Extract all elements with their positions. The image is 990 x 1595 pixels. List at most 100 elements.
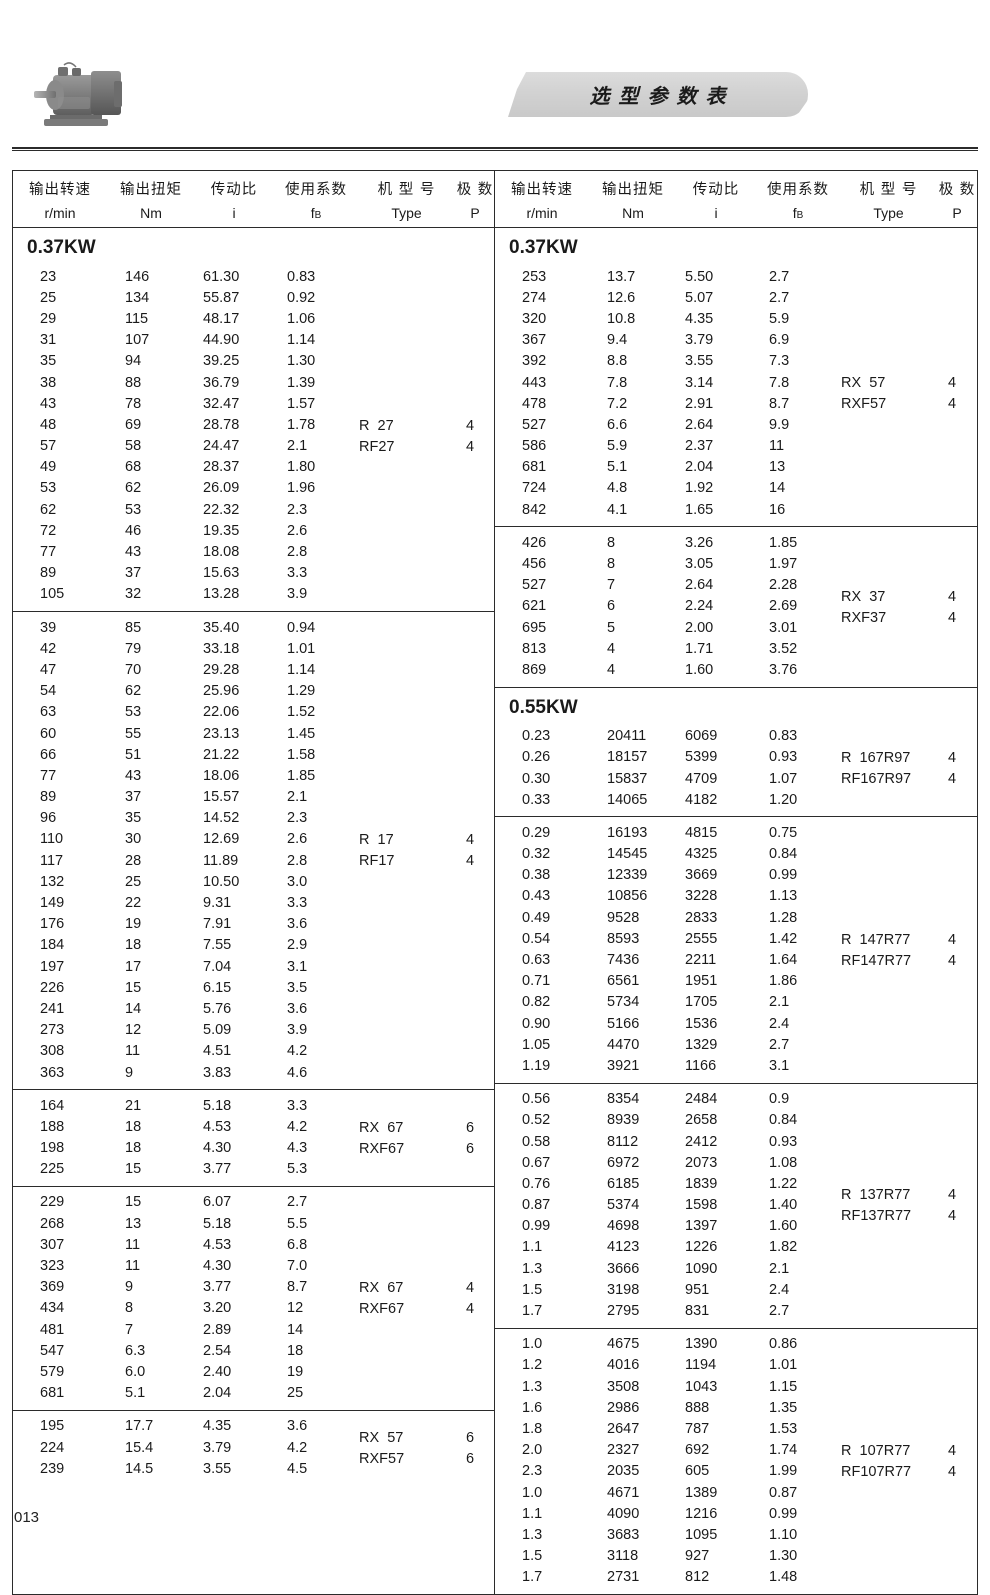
cell-rpm: 0.26 (522, 749, 551, 766)
table-row: 527 6.6 2.64 9.9 (495, 414, 977, 435)
cell-rpm: 224 (40, 1439, 65, 1456)
cell-i: 2.37 (685, 438, 714, 455)
cell-fb: 4.2 (287, 1439, 308, 1456)
cell-i: 1951 (685, 973, 718, 990)
cell-rpm: 0.71 (522, 973, 551, 990)
table-row: 0.52 8939 2658 0.84 (495, 1110, 977, 1131)
cell-nm: 13 (125, 1215, 142, 1232)
type-line: RF137R77 4 (841, 1206, 976, 1227)
cell-fb: 0.75 (769, 824, 798, 841)
cell-fb: 3.6 (287, 916, 308, 933)
fb-base: f (310, 205, 315, 221)
cell-nm: 2647 (607, 1420, 640, 1437)
cell-rpm: 308 (40, 1043, 65, 1060)
cell-fb: 14 (769, 480, 786, 497)
pole-count: 4 (947, 931, 957, 948)
cell-i: 23.13 (203, 725, 240, 742)
table-row: 869 4 1.60 3.76 (495, 659, 977, 680)
cell-i: 1095 (685, 1526, 718, 1543)
pole-count: 4 (947, 588, 957, 605)
cell-fb: 2.9 (287, 937, 308, 954)
cell-i: 21.22 (203, 746, 240, 763)
cell-rpm: 363 (40, 1064, 65, 1081)
cell-fb: 3.1 (287, 958, 308, 975)
cell-rpm: 72 (40, 522, 57, 539)
cell-i: 24.47 (203, 438, 240, 455)
cell-nm: 25 (125, 873, 142, 890)
cell-i: 2.54 (203, 1342, 232, 1359)
cell-fb: 1.14 (287, 332, 316, 349)
pole-count: 6 (465, 1119, 475, 1136)
cell-fb: 2.8 (287, 852, 308, 869)
cell-rpm: 110 (40, 831, 64, 848)
cell-nm: 12.6 (607, 289, 636, 306)
cell-nm: 62 (125, 683, 142, 700)
cell-i: 4.53 (203, 1118, 232, 1135)
model-type: RF17 (359, 853, 395, 870)
cell-nm: 37 (125, 789, 142, 806)
cell-fb: 5.5 (287, 1215, 308, 1232)
header-en-torque: Nm (140, 205, 162, 221)
cell-fb: 3.6 (287, 1418, 308, 1435)
header-cn-ratio: 传动比 (210, 182, 258, 198)
cell-nm: 14.5 (125, 1460, 154, 1477)
table-row: 307 11 4.53 6.8 (13, 1234, 494, 1255)
cell-nm: 146 (125, 268, 150, 285)
cell-fb: 2.1 (769, 994, 790, 1011)
cell-nm: 8112 (607, 1133, 639, 1150)
cell-rpm: 0.82 (522, 994, 551, 1011)
cell-fb: 2.7 (769, 268, 790, 285)
cell-i: 3.26 (685, 534, 714, 551)
table-row: 117 28 11.89 2.8 (13, 850, 494, 871)
cell-rpm: 443 (522, 374, 547, 391)
cell-nm: 5734 (607, 994, 640, 1011)
cell-fb: 18 (287, 1342, 304, 1359)
cell-fb: 4.6 (287, 1064, 308, 1081)
type-line: R 137R77 4 (841, 1184, 976, 1205)
table-row: 1.6 2986 888 1.35 (495, 1397, 977, 1418)
table-row: 77 43 18.06 1.85 (13, 765, 494, 786)
table-row: 66 51 21.22 1.58 (13, 744, 494, 765)
cell-fb: 0.9 (769, 1091, 790, 1108)
cell-fb: 8.7 (769, 395, 790, 412)
cell-rpm: 320 (522, 310, 547, 327)
cell-nm: 14545 (607, 846, 648, 863)
table-row: 253 13.7 5.50 2.7 (495, 266, 977, 287)
cell-fb: 1.85 (769, 534, 798, 551)
cell-i: 18.08 (203, 544, 240, 561)
type-line: R 107R77 4 (841, 1440, 976, 1461)
cell-rpm: 681 (522, 459, 547, 476)
cell-i: 1.71 (685, 640, 714, 657)
type-line: RXF57 6 (359, 1448, 494, 1469)
cell-fb: 3.9 (287, 1022, 308, 1039)
cell-nm: 6972 (607, 1154, 640, 1171)
cell-i: 35.40 (203, 619, 240, 636)
table-left-body: 23 146 61.30 0.83 25 134 55.87 0.92 29 115 48.17 1.… (13, 261, 494, 1485)
cell-nm: 70 (125, 661, 142, 678)
cell-nm: 16193 (607, 824, 648, 841)
model-type: RF147R77 (841, 952, 912, 969)
cell-fb: 0.86 (769, 1336, 798, 1353)
table-row: 527 7 2.64 2.28 (495, 575, 977, 596)
cell-i: 22.06 (203, 704, 240, 721)
cell-rpm: 195 (40, 1418, 65, 1435)
cell-nm: 37 (125, 565, 142, 582)
table-row: 31 107 44.90 1.14 (13, 330, 494, 351)
table-row: 813 4 1.71 3.52 (495, 638, 977, 659)
cell-i: 55.87 (203, 289, 240, 306)
table-row: 188 18 4.53 4.2 (13, 1116, 494, 1137)
table-row: 53 62 26.09 1.96 (13, 478, 494, 499)
table-left-header: 输出转速 输出扭矩 传动比 使用系数 机 型 号 极 数 r/min Nm i … (13, 171, 494, 228)
table-row: 308 11 4.51 4.2 (13, 1041, 494, 1062)
cell-rpm: 1.1 (522, 1239, 543, 1256)
cell-i: 11.89 (203, 852, 239, 869)
table-row: 110 30 12.69 2.6 (13, 829, 494, 850)
cell-i: 18.06 (203, 767, 240, 784)
cell-nm: 2795 (607, 1303, 640, 1320)
cell-nm: 55 (125, 725, 142, 742)
cell-rpm: 29 (40, 310, 57, 327)
cell-rpm: 0.87 (522, 1197, 551, 1214)
cell-nm: 8354 (607, 1091, 640, 1108)
cell-i: 1.60 (685, 661, 714, 678)
table-row: 47 70 29.28 1.14 (13, 659, 494, 680)
